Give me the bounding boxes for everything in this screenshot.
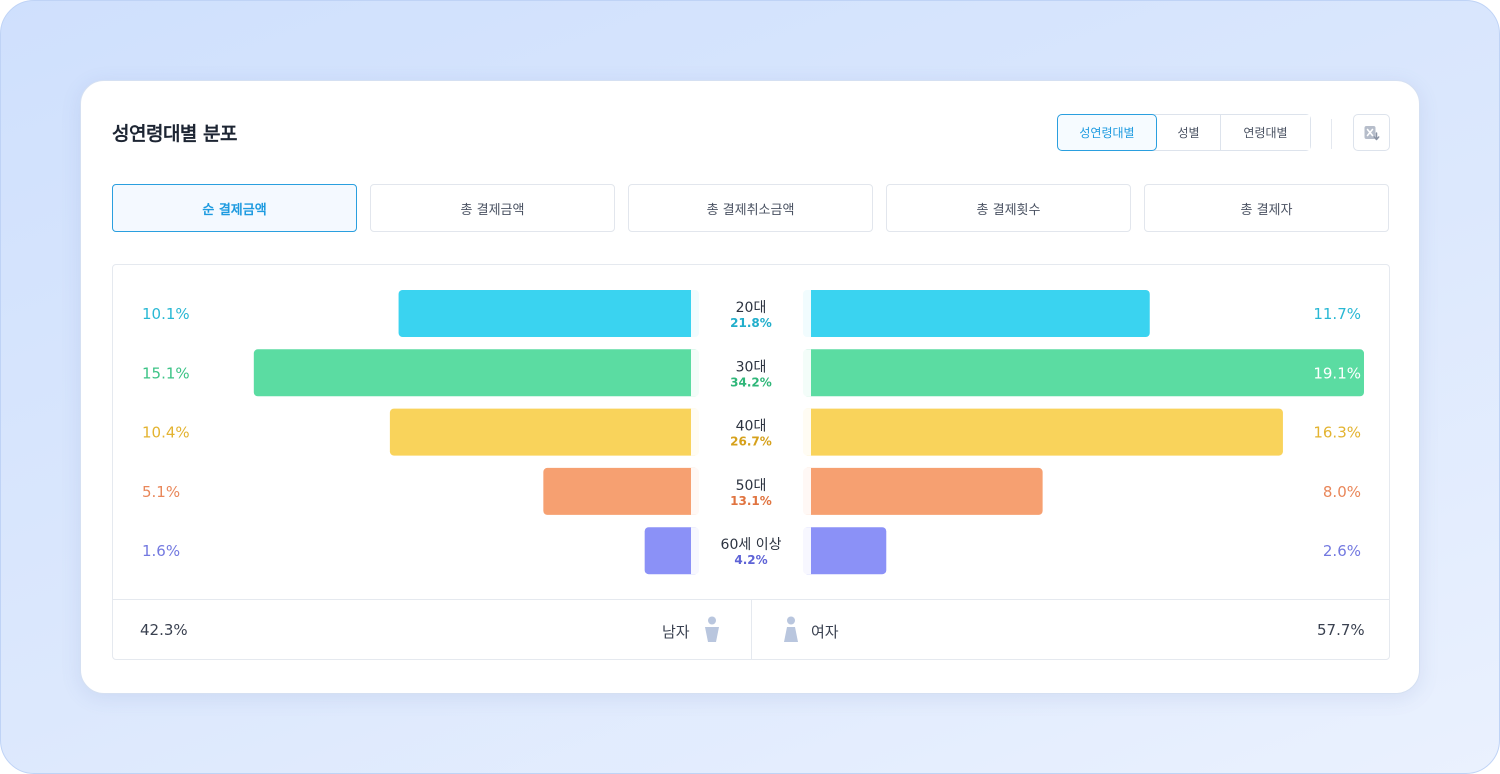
view-tab-gender[interactable]: 성별 <box>1157 115 1221 150</box>
view-tab-gender-age[interactable]: 성연령대별 <box>1057 114 1157 151</box>
female-bar-5 <box>803 527 887 575</box>
male-value-label-4: 5.1% <box>142 483 180 501</box>
metric-tab-payer-count[interactable]: 총 결제자 <box>1144 184 1389 232</box>
category-total-2: 34.2% <box>730 375 772 389</box>
male-bar-1 <box>398 290 699 337</box>
excel-download-icon <box>1364 125 1379 140</box>
female-bar-1 <box>803 290 1150 337</box>
category-label-box-5 <box>691 527 811 575</box>
category-total-3: 26.7% <box>730 435 772 449</box>
male-bar-3 <box>389 408 699 456</box>
category-total-4: 13.1% <box>730 494 772 508</box>
female-bar-3 <box>803 408 1283 456</box>
female-bar-4 <box>803 467 1043 515</box>
female-value-label-2: 19.1% <box>1313 364 1361 382</box>
category-label-box-1 <box>691 290 811 337</box>
category-total-1: 21.8% <box>730 316 772 330</box>
view-tab-age[interactable]: 연령대별 <box>1221 115 1310 150</box>
category-label-5: 60세 이상 <box>721 537 782 553</box>
footer-center-divider <box>751 600 752 660</box>
category-label-box-4 <box>691 467 811 515</box>
excel-download-button[interactable] <box>1353 114 1390 151</box>
chart-container: 20대 21.8% 10.1% 11.7% 30대 34.2% 15.1% 19.1% 40대 2… <box>112 264 1390 660</box>
female-person-icon <box>784 616 798 642</box>
view-toggle: 성연령대별 성별 연령대별 <box>1057 114 1311 151</box>
category-label-3: 40대 <box>736 419 767 435</box>
category-label-box-2 <box>691 349 811 397</box>
metric-tab-net-payment[interactable]: 순 결제금액 <box>112 184 357 232</box>
male-value-label-2: 15.1% <box>142 364 190 382</box>
male-bar-5 <box>644 527 699 575</box>
male-total: 42.3% <box>140 621 188 639</box>
male-value-label-1: 10.1% <box>142 305 190 323</box>
male-person-icon <box>705 616 719 642</box>
male-value-label-5: 1.6% <box>142 542 180 560</box>
male-bar-2 <box>253 349 699 397</box>
male-value-label-3: 10.4% <box>142 424 190 442</box>
category-total-5: 4.2% <box>734 553 767 567</box>
category-label-box-3 <box>691 408 811 456</box>
metric-tab-total-refund[interactable]: 총 결제취소금액 <box>628 184 873 232</box>
male-bar-4 <box>543 467 699 515</box>
category-label-4: 50대 <box>736 478 767 494</box>
metric-tab-payment-count[interactable]: 총 결제횟수 <box>886 184 1131 232</box>
female-value-label-5: 2.6% <box>1323 542 1361 560</box>
female-value-label-3: 16.3% <box>1313 424 1361 442</box>
female-value-label-4: 8.0% <box>1323 483 1361 501</box>
distribution-card: 성연령대별 분포 성연령대별 성별 연령대별 순 결제금액 총 결제금액 총 결… <box>80 80 1420 694</box>
footer-divider <box>113 599 1389 600</box>
male-label: 남자 <box>662 623 690 641</box>
category-label-1: 20대 <box>736 300 767 316</box>
female-bar-2 <box>803 349 1364 397</box>
category-label-2: 30대 <box>736 359 767 375</box>
female-value-label-1: 11.7% <box>1313 305 1361 323</box>
toolbar-divider <box>1331 119 1332 149</box>
metric-tab-total-payment[interactable]: 총 결제금액 <box>370 184 615 232</box>
card-title: 성연령대별 분포 <box>112 123 237 145</box>
female-total: 57.7% <box>1317 621 1365 639</box>
female-label: 여자 <box>811 623 839 641</box>
